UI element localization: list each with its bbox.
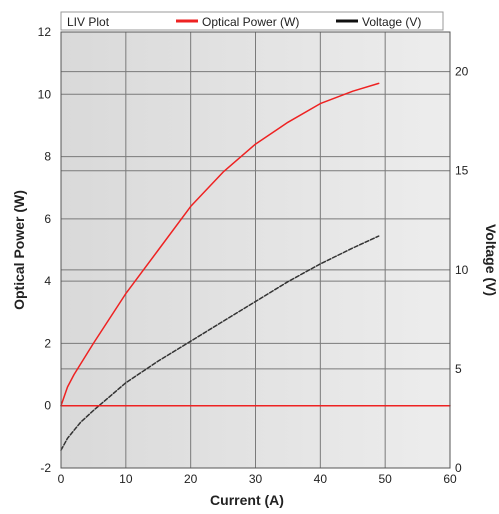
legend-box <box>60 11 444 31</box>
plot-frame <box>60 31 451 469</box>
chart-title: LIV Plot <box>67 15 110 29</box>
x-tick-label: 50 <box>378 472 392 486</box>
y-tick-label: 0 <box>44 399 51 413</box>
y2-tick-label: 15 <box>455 164 469 178</box>
legend-label-voltage: Voltage (V) <box>362 15 421 29</box>
y2-tick-label: 5 <box>455 362 462 376</box>
x-tick-label: 60 <box>443 472 457 486</box>
x-axis-title: Current (A) <box>210 492 284 508</box>
legend: LIV Plot Optical Power (W) Voltage (V) <box>60 11 444 31</box>
y2-tick-label: 0 <box>455 461 462 475</box>
y-tick-label: 12 <box>38 25 52 39</box>
y-tick-label: 8 <box>44 150 51 164</box>
series-line-0 <box>60 82 380 407</box>
legend-label-optical-power: Optical Power (W) <box>202 15 299 29</box>
x-tick-label: 20 <box>184 472 198 486</box>
series-group <box>60 82 451 451</box>
y2-axis-title: Voltage (V) <box>483 224 499 296</box>
x-tick-label: 10 <box>119 472 133 486</box>
y-tick-label: -2 <box>40 461 51 475</box>
y-tick-label: 2 <box>44 336 51 350</box>
y2-tick-label: 10 <box>455 263 469 277</box>
x-tick-label: 30 <box>249 472 263 486</box>
tick-labels: 0 10 20 30 40 50 60 -2 0 2 4 6 8 10 12 0 5 10 15 20 <box>38 25 469 486</box>
x-tick-label: 40 <box>314 472 328 486</box>
y-tick-label: 10 <box>38 87 52 101</box>
y-axis-title: Optical Power (W) <box>11 190 27 310</box>
y-tick-label: 4 <box>44 274 51 288</box>
y2-tick-label: 20 <box>455 65 469 79</box>
series-line-1 <box>60 235 380 451</box>
x-tick-label: 0 <box>58 472 65 486</box>
y-tick-label: 6 <box>44 212 51 226</box>
